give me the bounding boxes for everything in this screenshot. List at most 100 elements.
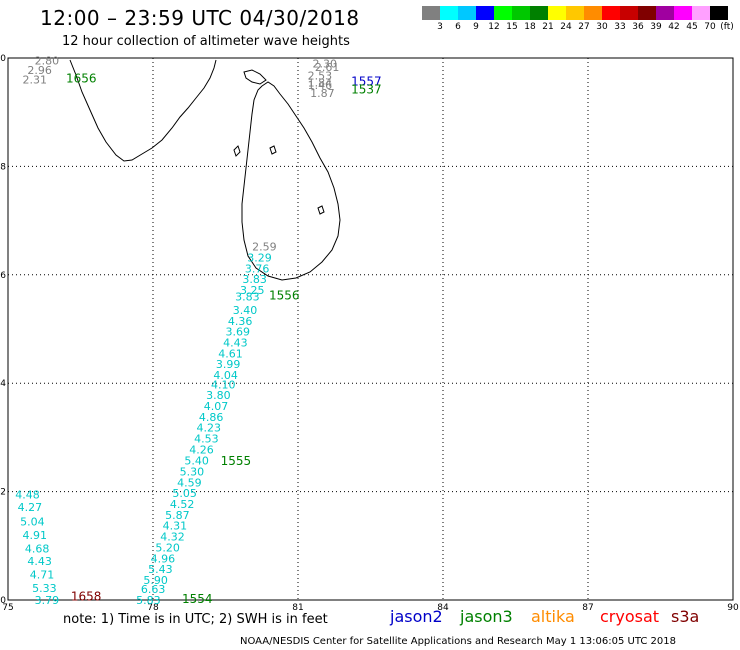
satellite-legend-cryosat: cryosat [600, 607, 660, 626]
satellite-legend-jason2: jason2 [390, 607, 443, 626]
swh-value: 5.40 [184, 455, 209, 468]
swh-value: 5.30 [180, 466, 205, 479]
color-scale-label: 33 [614, 22, 626, 32]
india-coastline [69, 59, 217, 162]
sri-lanka-coastline [241, 81, 341, 281]
color-scale-label: 12 [488, 22, 500, 32]
swh-value: 3.69 [226, 326, 251, 339]
swh-value: 5.20 [155, 541, 180, 554]
track-time-label: 1557 [351, 74, 382, 88]
swh-value: 3.79 [35, 594, 60, 607]
map-grid [8, 58, 733, 600]
color-scale-label: (ft) [720, 22, 734, 32]
jaffna-peninsula [243, 69, 267, 85]
swh-value: 4.59 [177, 476, 202, 489]
swh-value: 5.87 [165, 509, 190, 522]
color-swatch [692, 6, 710, 20]
lon-tick-label: 75 [2, 603, 13, 613]
color-scale-label: 30 [596, 22, 608, 32]
lon-tick-label: 84 [437, 603, 449, 613]
swh-value: 2.80 [35, 55, 60, 68]
color-swatch [548, 6, 566, 20]
color-scale-label: 21 [542, 22, 554, 32]
swh-value: 5.04 [20, 515, 45, 528]
swh-value: 2.59 [252, 241, 276, 254]
color-swatch [602, 6, 620, 20]
color-scale-label: 70 [704, 22, 716, 32]
swh-value: 4.52 [170, 498, 195, 511]
swh-value: 2.96 [27, 64, 52, 77]
page-title: 12:00 – 23:59 UTC 04/30/2018 [40, 6, 360, 30]
page-subtitle: 12 hour collection of altimeter wave hei… [62, 34, 350, 49]
lat-tick-label: 0 [0, 596, 6, 606]
swh-value: 5.33 [32, 582, 57, 595]
track-time-label: 1556 [269, 288, 300, 302]
swh-value: 4.36 [228, 315, 253, 328]
swh-value: 4.07 [204, 400, 229, 413]
color-swatch [656, 6, 674, 20]
color-swatch [584, 6, 602, 20]
swh-value: 4.71 [30, 569, 55, 582]
units-note: note: 1) Time is in UTC; 2) SWH is in fe… [63, 612, 328, 627]
swh-value: 4.43 [223, 337, 248, 350]
color-scale-label: 9 [473, 22, 479, 32]
swh-value: 1.84 [308, 76, 333, 89]
swh-value: 2.61 [315, 61, 340, 74]
lon-tick-label: 78 [147, 603, 159, 613]
color-scale-label: 18 [524, 22, 536, 32]
swh-value: 2.53 [308, 69, 333, 82]
track-time-label: 1658 [71, 589, 102, 603]
swh-observations: 2.802.962.31 2.302.612.531.841.461.87 2.59… [15, 55, 339, 607]
swh-value: 2.30 [313, 57, 338, 70]
color-swatch [422, 6, 440, 20]
swh-value: 4.96 [151, 552, 176, 565]
map-frame [7, 57, 734, 601]
swh-value: 4.31 [163, 520, 188, 533]
swh-value: 4.53 [194, 432, 219, 445]
satellite-legend-altika: altika [531, 607, 575, 626]
swh-value: 4.43 [27, 555, 52, 568]
palk-islands [233, 145, 325, 215]
swh-value: 3.40 [233, 304, 258, 317]
swh-value: 4.04 [213, 369, 238, 382]
swh-value: 4.68 [25, 543, 49, 556]
swh-value: 3.25 [240, 284, 265, 297]
color-scale-label: 6 [455, 22, 461, 32]
color-scale-label: 15 [506, 22, 518, 32]
color-swatch [494, 6, 512, 20]
swh-value: 4.61 [218, 347, 243, 360]
color-swatch [620, 6, 638, 20]
lon-tick-label: 87 [582, 603, 593, 613]
lat-tick-label: 4 [0, 379, 6, 389]
swh-value: 5.90 [143, 574, 168, 587]
swh-value: 4.91 [23, 529, 48, 542]
color-scale-bar [422, 6, 728, 20]
color-scale-label: 36 [632, 22, 644, 32]
swh-value: 3.83 [242, 273, 267, 286]
color-swatch [512, 6, 530, 20]
color-swatch [566, 6, 584, 20]
swh-value: 4.26 [189, 443, 214, 456]
color-swatch [476, 6, 494, 20]
satellite-legend-jason3: jason3 [460, 607, 513, 626]
swh-value: 4.23 [197, 422, 222, 435]
swh-value: 3.99 [216, 358, 241, 371]
swh-value: 2.31 [23, 74, 48, 87]
track-time-label: 1537 [351, 83, 382, 97]
track-time-label: 1554 [182, 592, 213, 606]
swh-value: 5.83 [136, 594, 161, 607]
lon-tick-label: 81 [292, 603, 303, 613]
swh-value: 5.05 [172, 487, 197, 500]
lat-tick-label: 6 [0, 271, 6, 281]
swh-value: 4.10 [211, 378, 236, 391]
axis-tick-labels: 75 78 81 84 87 90 0 2 4 6 8 10 [0, 54, 739, 613]
swh-value: 4.48 [15, 488, 40, 501]
color-swatch [710, 6, 728, 20]
swh-value: 1.87 [310, 87, 335, 100]
lon-tick-label: 90 [727, 603, 739, 613]
color-scale-label: 45 [686, 22, 698, 32]
color-swatch [674, 6, 692, 20]
swh-value: 5.43 [148, 563, 173, 576]
